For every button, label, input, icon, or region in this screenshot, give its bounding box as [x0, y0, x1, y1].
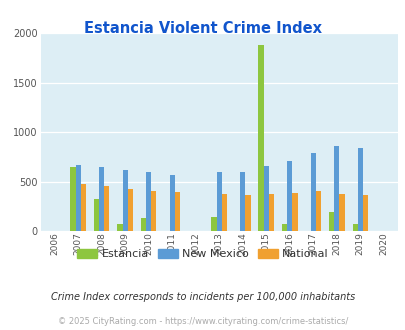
- Bar: [81, 184, 86, 231]
- Bar: [117, 224, 122, 231]
- Bar: [169, 175, 175, 231]
- Bar: [362, 195, 367, 231]
- Bar: [258, 45, 263, 231]
- Bar: [315, 191, 320, 231]
- Bar: [70, 167, 75, 231]
- Text: Crime Index corresponds to incidents per 100,000 inhabitants: Crime Index corresponds to incidents per…: [51, 292, 354, 302]
- Bar: [221, 194, 226, 231]
- Bar: [75, 165, 81, 231]
- Bar: [339, 194, 344, 231]
- Bar: [333, 146, 339, 231]
- Bar: [211, 217, 216, 231]
- Bar: [99, 167, 104, 231]
- Bar: [128, 189, 133, 231]
- Bar: [310, 153, 315, 231]
- Bar: [122, 170, 128, 231]
- Bar: [216, 172, 221, 231]
- Bar: [263, 166, 268, 231]
- Bar: [352, 224, 357, 231]
- Bar: [357, 148, 362, 231]
- Bar: [151, 191, 156, 231]
- Bar: [146, 172, 151, 231]
- Bar: [240, 172, 245, 231]
- Bar: [104, 186, 109, 231]
- Bar: [292, 193, 297, 231]
- Bar: [175, 192, 179, 231]
- Bar: [268, 194, 273, 231]
- Legend: Estancia, New Mexico, National: Estancia, New Mexico, National: [72, 244, 333, 263]
- Bar: [286, 161, 292, 231]
- Bar: [94, 199, 99, 231]
- Bar: [245, 195, 250, 231]
- Bar: [328, 212, 333, 231]
- Bar: [281, 224, 286, 231]
- Text: © 2025 CityRating.com - https://www.cityrating.com/crime-statistics/: © 2025 CityRating.com - https://www.city…: [58, 317, 347, 326]
- Bar: [141, 218, 146, 231]
- Text: Estancia Violent Crime Index: Estancia Violent Crime Index: [84, 21, 321, 36]
